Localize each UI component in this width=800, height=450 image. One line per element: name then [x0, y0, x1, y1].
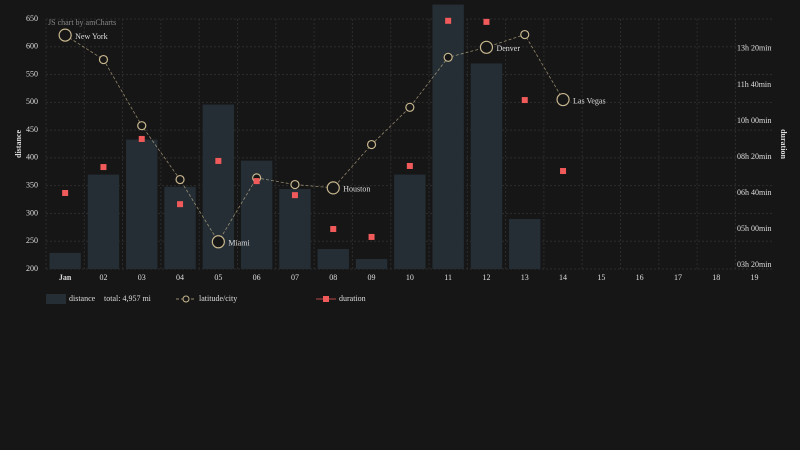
point: [406, 162, 413, 169]
x-tick-label: 12: [482, 273, 490, 282]
x-tick-label: 04: [176, 273, 184, 282]
legend-label: distance: [69, 294, 96, 303]
point-label: Las Vegas: [573, 96, 606, 105]
bar: [164, 186, 196, 269]
point: [138, 135, 145, 142]
x-tick-label: 13: [521, 273, 529, 282]
point: [175, 174, 185, 185]
x-tick-label: 17: [674, 273, 682, 282]
point: [290, 179, 300, 190]
x-tick-label: 03: [138, 273, 146, 282]
bar: [49, 252, 81, 269]
point: [443, 52, 453, 62]
x-tick-label: 15: [597, 273, 605, 282]
point-label: New York: [75, 32, 107, 41]
point-label: Denver: [496, 44, 520, 53]
y2-tick-label: 13h 20min: [737, 44, 771, 53]
y-tick-label: 200: [26, 264, 38, 273]
point: [211, 235, 225, 249]
y-tick-label: 400: [26, 153, 38, 162]
point-label: Houston: [343, 185, 370, 194]
bar: [470, 63, 503, 269]
point: [253, 178, 260, 185]
y-tick-label: 650: [26, 14, 38, 23]
bar: [355, 259, 388, 269]
y2-axis-title: duration: [779, 129, 788, 159]
point: [98, 54, 109, 65]
point: [445, 17, 452, 24]
bar: [279, 189, 311, 269]
x-tick-label: 10: [406, 273, 414, 282]
x-tick-label: 02: [99, 273, 107, 282]
point: [483, 18, 490, 25]
y-tick-label: 250: [26, 236, 38, 245]
x-tick-label: 08: [329, 273, 337, 282]
y2-tick-label: 11h 40min: [737, 80, 771, 89]
x-tick-label: 05: [214, 273, 222, 282]
point: [556, 92, 570, 107]
x-tick-label: 07: [291, 273, 299, 282]
bar: [317, 249, 349, 269]
y-tick-label: 350: [26, 180, 38, 189]
y2-tick-label: 03h 20min: [737, 260, 771, 269]
legend-swatch: [323, 296, 329, 302]
watermark: JS chart by amCharts: [48, 18, 116, 27]
y-axis-title: distance: [14, 130, 23, 158]
legend-swatch: [182, 295, 190, 303]
y-tick-label: 300: [26, 208, 38, 217]
point: [560, 168, 567, 175]
y2-tick-label: 05h 00min: [737, 224, 771, 233]
x-tick-label: 16: [636, 273, 644, 282]
point: [177, 201, 184, 208]
x-tick-label: 14: [559, 273, 567, 282]
y-tick-label: 450: [26, 125, 38, 134]
point: [366, 139, 377, 150]
bar: [509, 219, 541, 269]
point: [215, 157, 222, 164]
point: [479, 40, 494, 54]
legend-swatch: [46, 294, 66, 304]
point: [405, 102, 415, 112]
x-tick-label: Jan: [59, 273, 72, 282]
point: [100, 164, 107, 171]
x-tick-label: 11: [444, 273, 452, 282]
bar: [87, 174, 120, 269]
y-tick-label: 500: [26, 97, 38, 106]
point: [368, 233, 375, 240]
legend-label: latitude/city: [199, 294, 237, 303]
legend-label: duration: [339, 294, 366, 303]
point: [330, 226, 337, 233]
point: [520, 29, 530, 40]
y2-tick-label: 06h 40min: [737, 188, 771, 197]
point: [291, 192, 298, 199]
point: [137, 121, 147, 131]
bar: [394, 174, 426, 269]
y-tick-label: 550: [26, 69, 38, 78]
x-tick-label: 18: [712, 273, 720, 282]
point: [326, 181, 340, 195]
bar: [432, 4, 464, 270]
y-tick-label: 600: [26, 42, 38, 51]
x-tick-label: 09: [368, 273, 376, 282]
legend-value: total: 4,957 mi: [104, 294, 152, 303]
point: [58, 28, 72, 42]
x-tick-label: 19: [751, 273, 759, 282]
y2-tick-label: 10h 00min: [737, 116, 771, 125]
x-tick-label: 06: [253, 273, 261, 282]
point: [62, 189, 69, 196]
y2-tick-label: 08h 20min: [737, 152, 771, 161]
bar: [126, 139, 158, 269]
point: [521, 97, 528, 104]
point-label: Miami: [228, 239, 250, 248]
